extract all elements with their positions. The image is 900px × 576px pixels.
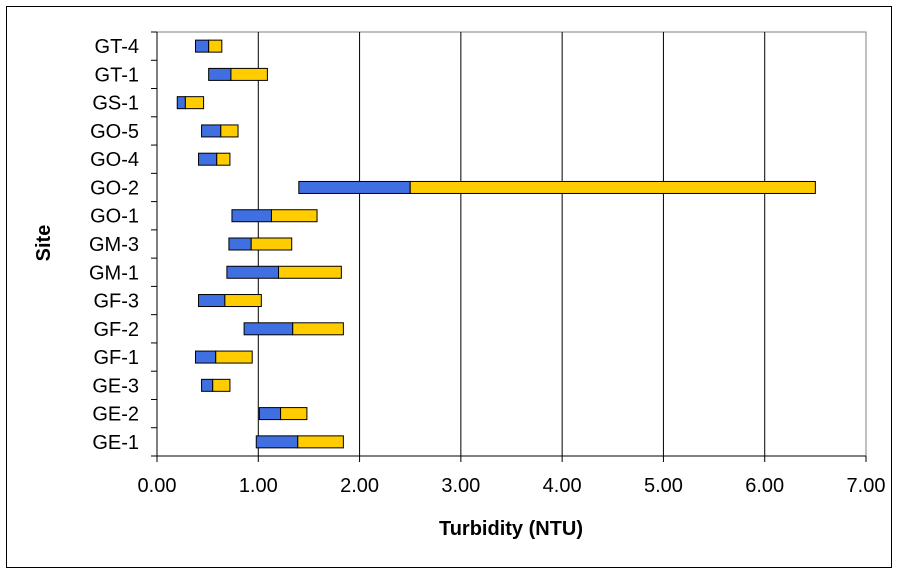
y-tick-label: GM-1 bbox=[89, 262, 139, 284]
bar-blue-segment bbox=[298, 180, 411, 194]
bar-yellow-segment bbox=[184, 96, 205, 110]
bar-yellow-segment bbox=[270, 209, 318, 223]
y-tick-label: GO-2 bbox=[90, 177, 139, 199]
bar-blue-segment bbox=[243, 322, 294, 336]
bar-blue-segment bbox=[198, 152, 218, 166]
labels-layer: 0.00 1.00 2.00 3.00 4.00 5.00 6.00 7.00 GT-4 GT-1… bbox=[89, 36, 885, 497]
y-axis-title: Site bbox=[33, 225, 55, 262]
x-tick-label: 2.00 bbox=[340, 475, 379, 497]
y-tick-label: GO-1 bbox=[90, 206, 139, 228]
x-tick-label: 6.00 bbox=[745, 475, 784, 497]
x-tick-label: 3.00 bbox=[441, 475, 480, 497]
x-axis-title: Turbidity (NTU) bbox=[439, 518, 583, 540]
bar-yellow-segment bbox=[208, 39, 223, 53]
x-tick-label: 1.00 bbox=[239, 475, 278, 497]
bar-blue-segment bbox=[201, 124, 222, 138]
y-tick-label: GF-1 bbox=[93, 347, 139, 369]
bar-yellow-segment bbox=[280, 407, 308, 421]
y-tick-label: GM-3 bbox=[89, 234, 139, 256]
bars-layer bbox=[176, 39, 816, 449]
bar-yellow-segment bbox=[230, 67, 268, 81]
y-tick-label: GS-1 bbox=[92, 93, 139, 115]
bar-blue-segment bbox=[226, 265, 280, 279]
bar-blue-segment bbox=[176, 96, 186, 110]
y-tick-label: GO-5 bbox=[90, 121, 139, 143]
bar-yellow-segment bbox=[216, 152, 231, 166]
bar-yellow-segment bbox=[297, 435, 344, 449]
y-tick-label: GE-1 bbox=[92, 432, 139, 454]
bar-blue-segment bbox=[198, 294, 226, 308]
bar-blue-segment bbox=[258, 407, 282, 421]
y-tick-label: GF-2 bbox=[93, 319, 139, 341]
bar-blue-segment bbox=[194, 39, 210, 53]
bar-yellow-segment bbox=[224, 294, 262, 308]
x-tick-label: 0.00 bbox=[138, 475, 177, 497]
y-tick-label: GF-3 bbox=[93, 291, 139, 313]
y-tick-label: GE-3 bbox=[92, 375, 139, 397]
bar-yellow-segment bbox=[212, 378, 231, 392]
bar-yellow-segment bbox=[409, 180, 816, 194]
bar-yellow-segment bbox=[278, 265, 342, 279]
y-tick-label: GE-2 bbox=[92, 404, 139, 426]
y-tick-label: GO-4 bbox=[90, 149, 139, 171]
x-tick-label: 5.00 bbox=[644, 475, 683, 497]
y-tick-label: GT-4 bbox=[95, 36, 139, 58]
bar-blue-segment bbox=[201, 378, 214, 392]
bar-yellow-segment bbox=[292, 322, 344, 336]
bar-yellow-segment bbox=[220, 124, 239, 138]
bar-blue-segment bbox=[255, 435, 299, 449]
axis-layer bbox=[151, 31, 867, 462]
bar-blue-segment bbox=[231, 209, 272, 223]
bar-blue-segment bbox=[208, 67, 232, 81]
y-tick-label: GT-1 bbox=[95, 64, 139, 86]
chart-frame bbox=[6, 6, 892, 568]
bar-yellow-segment bbox=[215, 350, 253, 364]
bar-blue-segment bbox=[194, 350, 217, 364]
bar-yellow-segment bbox=[250, 237, 293, 251]
x-tick-label: 4.00 bbox=[543, 475, 582, 497]
bar-blue-segment bbox=[228, 237, 252, 251]
x-tick-label: 7.00 bbox=[847, 475, 886, 497]
